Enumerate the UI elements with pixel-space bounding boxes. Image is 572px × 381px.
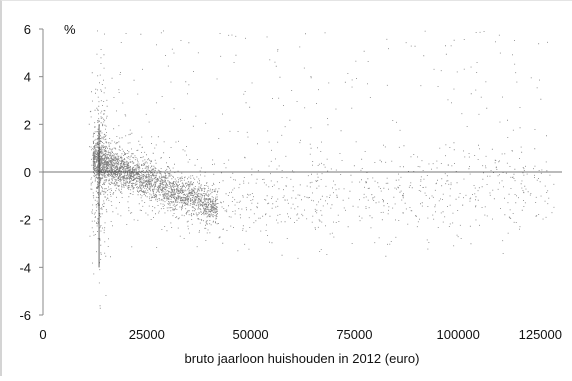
x-tick-label: 125000: [519, 327, 562, 342]
y-tick-label: -4: [19, 260, 31, 275]
y-tick-label: -6: [19, 308, 31, 323]
y-tick-label: 6: [24, 22, 31, 37]
y-tick-label: -2: [19, 213, 31, 228]
x-tick-labels: 0 25000 50000 75000 100000 125000: [39, 327, 562, 342]
y-tick-label: 2: [24, 117, 31, 132]
y-tick-labels: -6 -4 -2 0 2 4 6: [19, 22, 31, 323]
x-tick-label: 100000: [437, 327, 480, 342]
data-points: [88, 30, 555, 309]
x-tick-label: 25000: [129, 327, 165, 342]
scatter-points: [88, 30, 555, 309]
x-tick-label: 0: [39, 327, 46, 342]
y-unit-label: %: [64, 22, 76, 37]
axes: [39, 28, 562, 316]
y-tick-label: 0: [24, 165, 31, 180]
y-tick-label: 4: [24, 70, 31, 85]
x-tick-label: 50000: [233, 327, 269, 342]
x-tick-label: 75000: [336, 327, 372, 342]
x-axis-label: bruto jaarloon huishouden in 2012 (euro): [185, 351, 420, 366]
